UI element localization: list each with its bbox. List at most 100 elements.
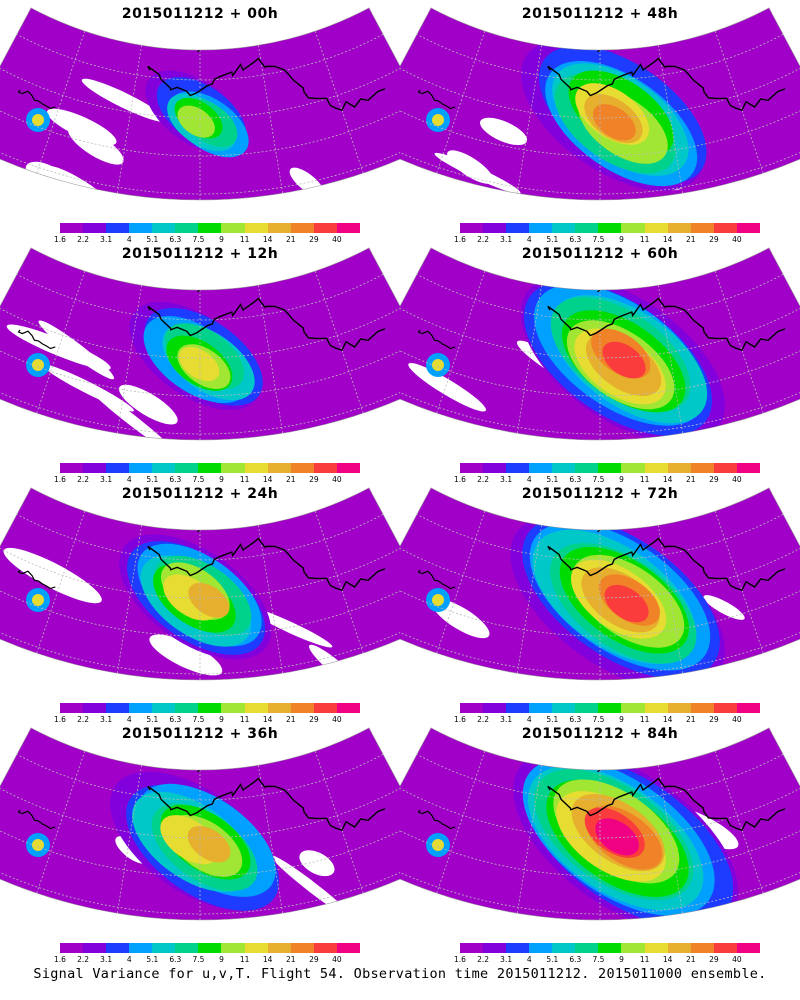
colorbar-swatch — [106, 943, 130, 953]
colorbar-swatch — [129, 223, 153, 233]
colorbar-swatch — [529, 463, 553, 473]
colorbar-swatch — [129, 703, 153, 713]
coastline — [147, 57, 386, 112]
colorbar-swatch — [598, 463, 622, 473]
colorbar-swatch — [290, 703, 314, 713]
coastline — [417, 569, 456, 590]
latitude-gridline — [0, 547, 400, 599]
longitude-gridline — [314, 30, 364, 174]
longitude-gridline — [436, 750, 486, 894]
colorbar-swatch — [175, 223, 199, 233]
colorbar-label: 7.5 — [192, 715, 205, 724]
colorbar-swatch — [198, 223, 222, 233]
colorbar-label: 7.5 — [192, 955, 205, 964]
latitude-gridline — [16, 513, 384, 561]
map-panel: 2015011212 + 84h 1.6 2.2 3.1 4 5.1 6.3 7.5 9 11 14… — [400, 720, 800, 964]
panel-title: 2015011212 + 36h — [121, 726, 279, 742]
latitude-gridline — [400, 374, 800, 435]
colorbar-label: 7.5 — [592, 235, 605, 244]
latitude-gridline — [0, 821, 400, 877]
colorbar-label: 9 — [619, 475, 624, 484]
longitude-gridline — [257, 765, 284, 914]
colorbar-swatch — [506, 463, 530, 473]
colorbar-label: 4 — [526, 955, 532, 964]
variance-contour — [187, 825, 231, 863]
colorbar-label: 21 — [685, 955, 696, 964]
map-panel: 2015011212 + 60h 1.6 2.2 3.1 4 5.1 6.3 7.5 9 11 14… — [400, 240, 800, 484]
colorbar-label: 40 — [732, 235, 742, 244]
colorbar-label: 1.6 — [54, 955, 66, 964]
colorbar-label: 6.3 — [169, 475, 182, 484]
colorbar-swatch — [575, 223, 599, 233]
colorbar-label: 6.3 — [569, 955, 582, 964]
colorbar-label: 14 — [262, 475, 273, 484]
colorbar-swatch — [290, 943, 314, 953]
colorbar-label: 9 — [219, 955, 224, 964]
colorbar-label: 1.6 — [454, 235, 466, 244]
colorbar-label: 1.6 — [454, 475, 466, 484]
colorbar-swatch — [267, 223, 291, 233]
colorbar-label: 9 — [619, 955, 624, 964]
colorbar-label: 1.6 — [54, 235, 66, 244]
colorbar-swatch — [336, 223, 360, 233]
colorbar-label: 40 — [332, 475, 342, 484]
longitude-gridline — [36, 750, 86, 894]
colorbar-swatch — [736, 703, 760, 713]
longitude-gridline — [257, 45, 284, 194]
colorbar-label: 4 — [526, 235, 532, 244]
latitude-gridline — [416, 33, 784, 81]
colorbar-label: 1.6 — [454, 715, 466, 724]
colorbar-swatch — [713, 223, 737, 233]
colorbar-swatch — [575, 703, 599, 713]
panel-title: 2015011212 + 60h — [521, 246, 679, 262]
coastline — [417, 809, 456, 830]
colorbar-swatch — [152, 703, 176, 713]
colorbar-label: 3.1 — [500, 235, 513, 244]
coastline — [547, 57, 786, 112]
panel-title: 2015011212 + 72h — [521, 486, 679, 502]
colorbar-label: 5.1 — [546, 235, 559, 244]
longitude-gridline — [436, 270, 486, 414]
panel-title: 2015011212 + 84h — [521, 726, 679, 742]
colorbar-swatch — [83, 703, 107, 713]
colorbar-swatch — [483, 943, 507, 953]
low-variance-area — [38, 320, 115, 380]
variance-contour — [179, 346, 220, 382]
coastline — [17, 89, 56, 110]
colorbar-label: 21 — [285, 955, 296, 964]
colorbar-label: 2.2 — [477, 955, 490, 964]
coastline — [147, 297, 386, 352]
colorbar-swatch — [106, 703, 130, 713]
colorbar-swatch — [244, 703, 268, 713]
colorbar-swatch — [83, 943, 107, 953]
colorbar-label: 29 — [309, 955, 319, 964]
colorbar-label: 29 — [709, 235, 719, 244]
low-variance-area — [431, 599, 490, 639]
colorbar-swatch — [736, 943, 760, 953]
colorbar-label: 7.5 — [192, 475, 205, 484]
latitude-gridline — [16, 33, 384, 81]
colorbar-swatch — [529, 943, 553, 953]
colorbar-label: 29 — [709, 715, 719, 724]
colorbar-label: 4 — [526, 715, 532, 724]
colorbar-swatch — [506, 703, 530, 713]
colorbar-swatch — [483, 223, 507, 233]
colorbar-label: 14 — [662, 475, 673, 484]
colorbar-label: 3.1 — [100, 715, 113, 724]
latitude-gridline — [0, 854, 400, 915]
latitude-gridline — [400, 614, 800, 675]
colorbar-label: 2.2 — [477, 715, 490, 724]
variance-contour — [32, 114, 44, 126]
colorbar-label: 11 — [239, 955, 250, 964]
colorbar-label: 3.1 — [500, 715, 513, 724]
colorbar-swatch — [152, 943, 176, 953]
colorbar-swatch — [460, 223, 484, 233]
colorbar-swatch — [244, 943, 268, 953]
latitude-gridline — [416, 753, 784, 801]
colorbar-label: 4 — [526, 475, 532, 484]
colorbar-swatch — [506, 223, 530, 233]
colorbar-label: 1.6 — [454, 955, 466, 964]
variance-map — [0, 727, 400, 921]
longitude-gridline — [657, 45, 684, 194]
colorbar-label: 2.2 — [77, 475, 90, 484]
